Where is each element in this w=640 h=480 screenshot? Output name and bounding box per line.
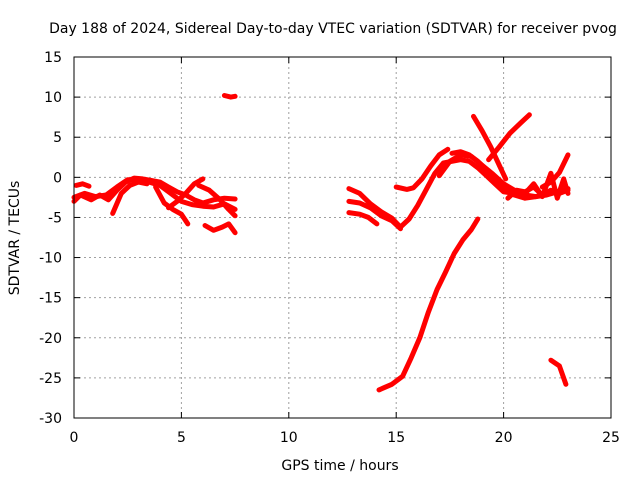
- series-arc7: [196, 182, 238, 219]
- x-tick-label: 0: [70, 430, 79, 446]
- y-tick-label: 5: [53, 130, 62, 146]
- series-arc2: [71, 177, 238, 212]
- series-layer: [71, 93, 571, 393]
- series-arc13: [393, 146, 451, 192]
- y-axis-label: SDTVAR / TECUs: [7, 181, 23, 296]
- x-axis-label: GPS time / hours: [281, 458, 398, 474]
- plot-frame: [73, 56, 612, 419]
- series-arc20: [539, 152, 571, 190]
- x-tick-label: 10: [280, 430, 298, 446]
- series-arc21: [376, 216, 481, 393]
- x-tick-label: 15: [387, 430, 405, 446]
- series-arc15: [449, 149, 550, 201]
- series-arc9: [221, 93, 238, 100]
- series-arc5: [153, 184, 191, 227]
- y-tick-label: -5: [48, 210, 62, 226]
- y-tick-label: 0: [53, 170, 62, 186]
- tick-layer: [73, 56, 612, 419]
- series-arc8: [202, 221, 238, 236]
- series-arc22: [548, 357, 569, 387]
- chart-title: Day 188 of 2024, Sidereal Day-to-day VTE…: [49, 21, 617, 37]
- y-tick-label: -15: [39, 291, 62, 307]
- y-tick-label: -10: [39, 251, 62, 267]
- series-arc17: [486, 112, 532, 163]
- y-tick-label: 15: [44, 50, 62, 66]
- series-arc3: [73, 181, 92, 189]
- series-arc6: [166, 176, 206, 211]
- series-arc4: [110, 179, 150, 216]
- series-arc10: [346, 157, 528, 230]
- series-arc19: [522, 170, 571, 201]
- y-tick-label: 10: [44, 90, 62, 106]
- x-tick-label: 20: [495, 430, 513, 446]
- y-tick-label: -30: [39, 411, 62, 427]
- y-tick-label: -20: [39, 331, 62, 347]
- series-arc12: [346, 210, 380, 227]
- y-tick-label: -25: [39, 371, 62, 387]
- x-tick-label: 25: [602, 430, 620, 446]
- grid-layer: [74, 57, 611, 418]
- x-tick-label: 5: [177, 430, 186, 446]
- tick-label-layer: 0 5 10 15 20 25 -30 -25 -20 -15 -10 -5 0 5 10 15: [39, 50, 620, 446]
- series-arc11: [346, 198, 403, 232]
- series-arc16: [471, 113, 509, 182]
